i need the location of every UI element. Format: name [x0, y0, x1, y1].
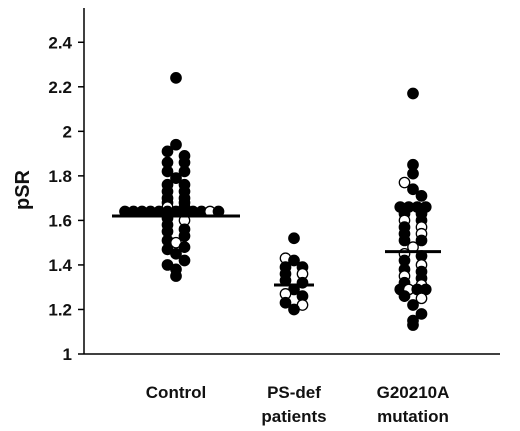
data-point — [170, 72, 182, 84]
data-point — [407, 319, 419, 331]
y-tick-label: 1.4 — [48, 256, 72, 275]
data-point — [398, 234, 411, 247]
data-point — [415, 234, 428, 247]
data-point — [407, 167, 419, 180]
data-point — [170, 172, 182, 184]
data-point — [398, 290, 411, 302]
x-category-label: mutation — [377, 407, 449, 426]
data-point — [279, 296, 292, 309]
y-tick-label: 1 — [63, 345, 72, 364]
data-point — [178, 241, 191, 253]
data-point — [170, 247, 182, 260]
y-tick-label: 1.2 — [48, 300, 72, 319]
data-point — [288, 303, 300, 316]
data-point — [178, 254, 191, 267]
data-point — [407, 183, 419, 196]
data-point — [178, 230, 191, 242]
data-point — [178, 165, 191, 178]
data-point — [407, 299, 419, 311]
x-category-label: Control — [146, 383, 206, 402]
data-point — [161, 165, 174, 178]
data-point — [170, 270, 182, 282]
data-point — [407, 87, 419, 100]
y-tick-label: 1.6 — [48, 211, 72, 230]
data-point — [415, 292, 428, 305]
data-point — [415, 190, 428, 202]
x-category-label: patients — [261, 407, 326, 426]
x-category-label: PS-def — [267, 383, 321, 402]
data-point — [170, 138, 182, 151]
y-tick-label: 2 — [63, 122, 72, 141]
y-tick-label: 2.2 — [48, 78, 72, 97]
data-point — [398, 176, 411, 189]
data-point — [288, 232, 300, 245]
data-point — [415, 308, 428, 320]
y-tick-label: 1.8 — [48, 167, 72, 186]
data-point — [288, 254, 300, 267]
y-axis-title: pSR — [12, 169, 34, 210]
y-tick-label: 2.4 — [48, 33, 72, 52]
x-category-label: G20210A — [377, 383, 450, 402]
data-point — [161, 145, 174, 158]
